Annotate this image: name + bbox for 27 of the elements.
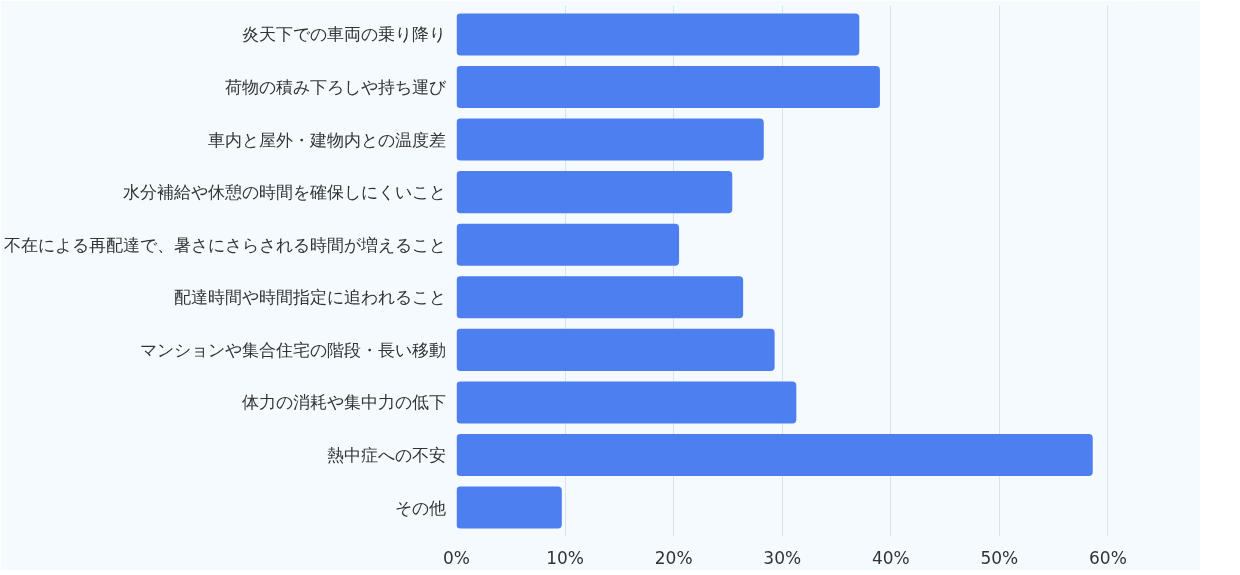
bar xyxy=(456,433,1093,477)
y-tick-label: 熱中症への不安 xyxy=(326,445,446,466)
x-tick-label: 10% xyxy=(546,547,584,568)
x-tick-label: 40% xyxy=(871,547,910,568)
x-tick-label: 20% xyxy=(654,547,693,568)
x-tick-label: 50% xyxy=(980,547,1019,568)
x-tick-label: 30% xyxy=(763,547,802,568)
y-tick-label: マンションや集合住宅の階段・長い移動 xyxy=(139,339,446,360)
bar xyxy=(456,486,562,529)
y-tick-label: 配達時間や時間指定に追われること xyxy=(173,287,446,308)
y-tick-label: 不在による再配達で、暑さにさらされる時間が増えること xyxy=(3,234,446,255)
y-tick-label: 荷物の積み下ろしや持ち運び xyxy=(224,76,447,97)
bar xyxy=(456,223,680,266)
bar xyxy=(456,276,744,319)
bar xyxy=(456,13,860,56)
bar xyxy=(456,381,797,424)
y-tick-label: 水分補給や休憩の時間を確保しにくいこと xyxy=(122,182,446,203)
y-tick-label: 体力の消耗や集中力の低下 xyxy=(241,392,446,413)
bar xyxy=(456,171,733,214)
y-tick-label: 車内と屋外・建物内との温度差 xyxy=(207,129,446,150)
x-tick-label: 0% xyxy=(443,547,470,568)
y-tick-label: その他 xyxy=(394,497,446,518)
bar xyxy=(456,65,880,109)
bar xyxy=(456,328,775,371)
bar xyxy=(456,118,764,161)
x-tick-label: 60% xyxy=(1089,547,1127,568)
y-tick-label: 炎天下での車両の乗り降り xyxy=(241,24,446,45)
